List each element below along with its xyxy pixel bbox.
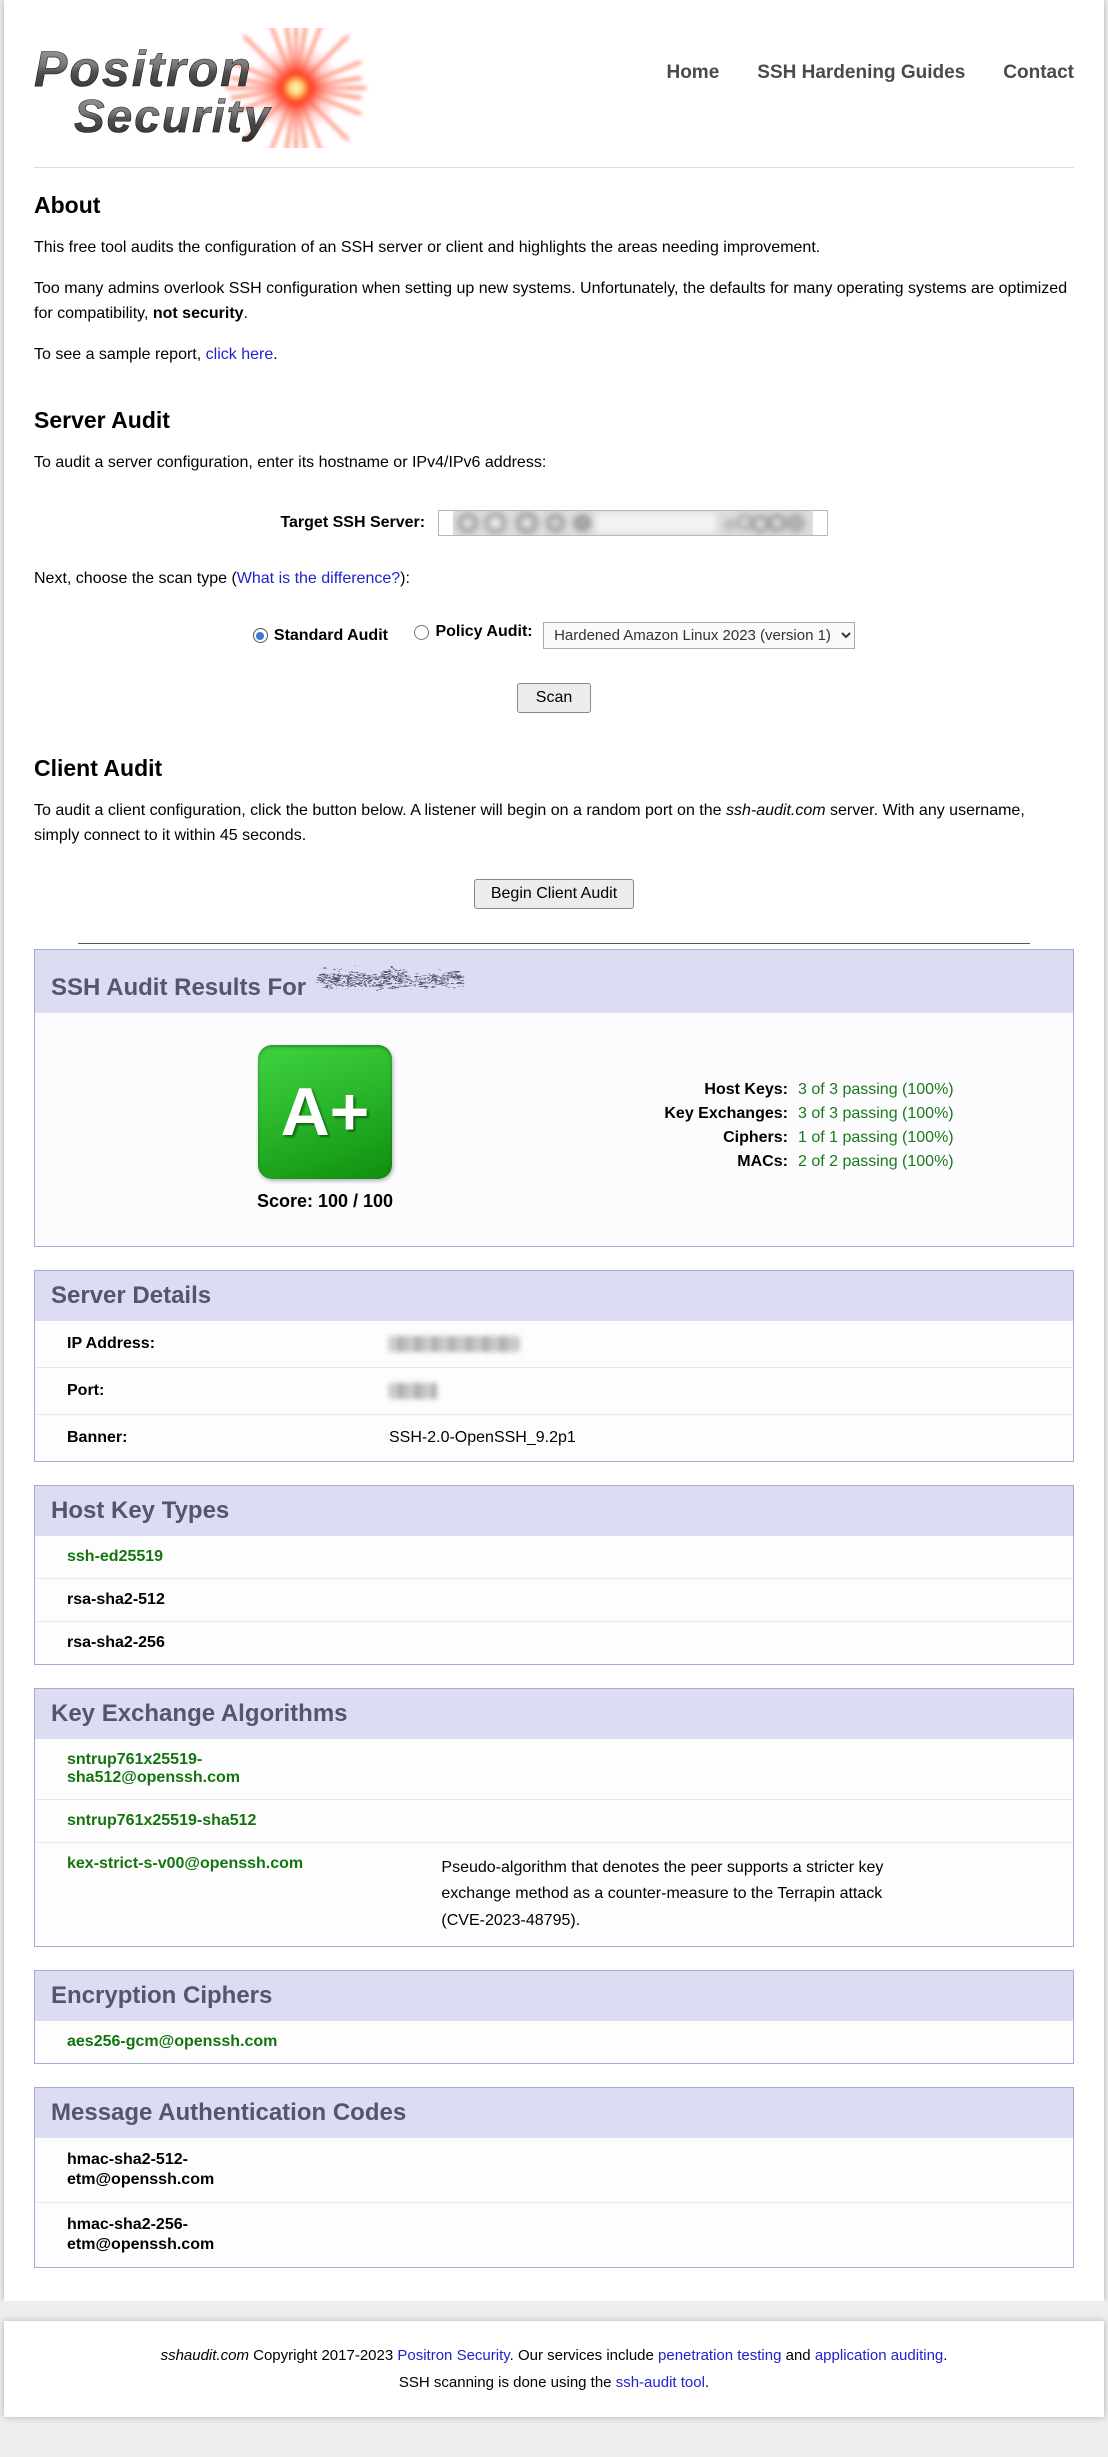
svg-text:Positron: Positron: [34, 41, 253, 97]
svg-text:Security: Security: [74, 90, 272, 142]
svg-text:example.com: example.com: [313, 960, 459, 986]
